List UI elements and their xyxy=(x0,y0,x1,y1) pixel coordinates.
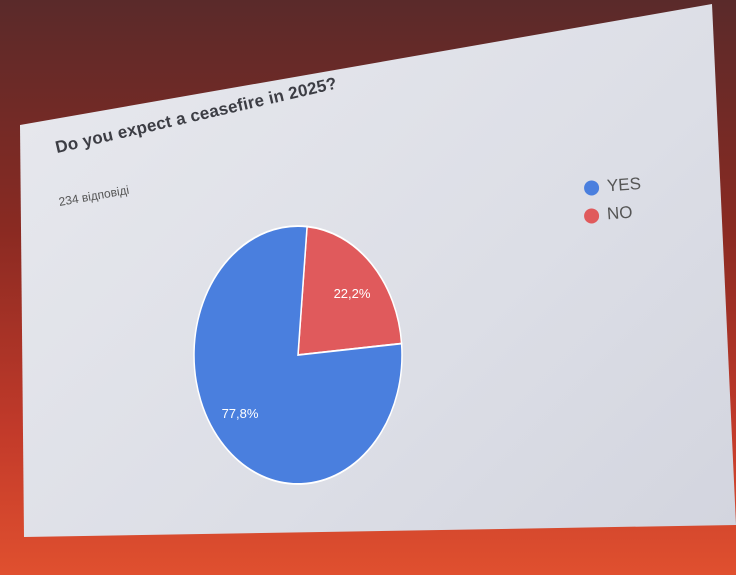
data-label-yes: 77,8% xyxy=(222,406,259,421)
data-label-no: 22,2% xyxy=(334,286,371,301)
pie-slice-yes xyxy=(193,225,403,485)
pie-slice-no xyxy=(297,225,403,357)
